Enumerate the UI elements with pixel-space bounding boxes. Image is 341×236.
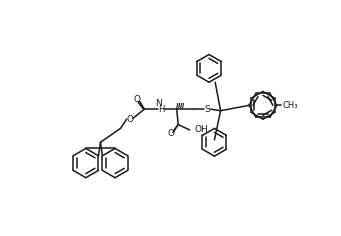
Text: H: H [158, 105, 164, 114]
Text: N: N [155, 99, 162, 108]
Text: O: O [126, 115, 133, 124]
Text: OH: OH [194, 126, 208, 135]
Text: CH₃: CH₃ [282, 101, 298, 110]
Text: S: S [205, 105, 210, 114]
Text: O: O [167, 129, 174, 138]
Text: O: O [133, 95, 140, 104]
